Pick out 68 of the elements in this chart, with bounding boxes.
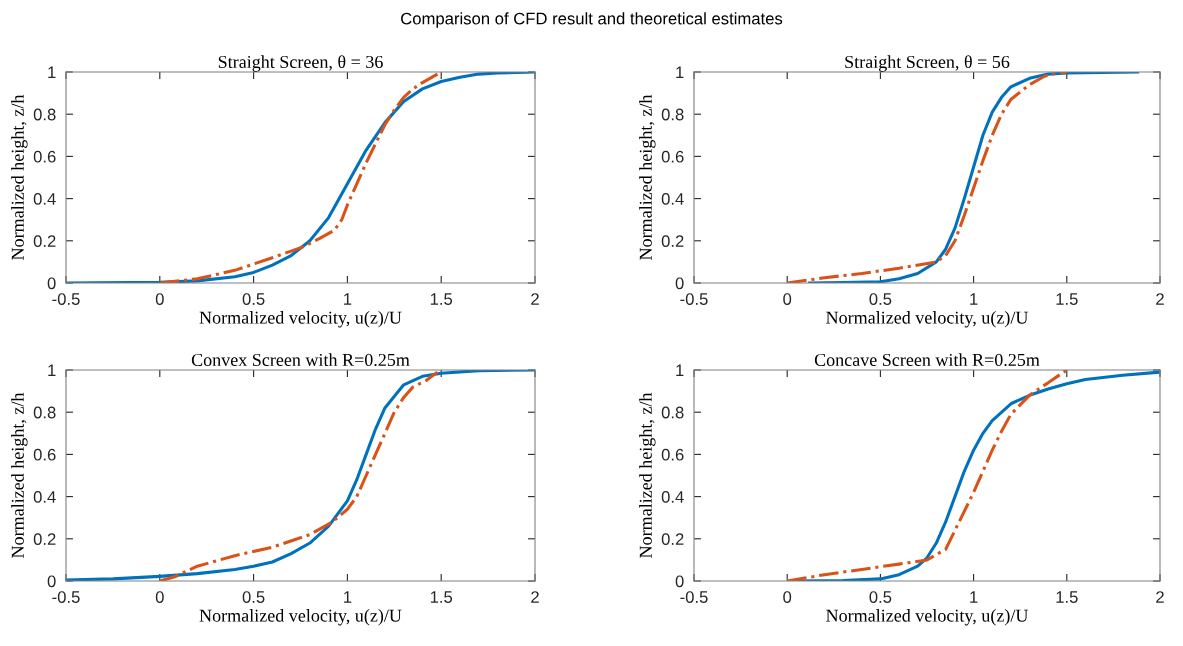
chart-title: Concave Screen with R=0.25m <box>814 353 1040 367</box>
x-tick-label: 1 <box>970 293 978 305</box>
y-axis-title: Normalized height, z/h <box>639 94 656 260</box>
line-series <box>158 370 439 581</box>
line-series <box>158 72 439 283</box>
y-tick-label: 0 <box>47 277 56 290</box>
y-tick-label: 0.4 <box>661 491 684 503</box>
y-tick-label: 0.4 <box>33 491 56 503</box>
y-tick-label: 1 <box>676 66 684 79</box>
x-tick-label: 2 <box>531 293 539 305</box>
x-tick-label: 1 <box>344 293 352 305</box>
text: Comparison of CFD result and theoretical estimates <box>401 12 783 28</box>
y-tick-label: 0.4 <box>661 193 684 205</box>
y-axis-title: Normalized height, z/h <box>11 392 28 558</box>
x-tick-label: -0.5 <box>680 591 708 603</box>
y-tick-label: 0.6 <box>33 448 56 461</box>
x-tick-label: 0 <box>783 293 792 305</box>
x-axis-title: Normalized velocity, u(z)/U <box>199 609 402 626</box>
x-tick-label: 0 <box>155 293 164 305</box>
y-tick-label: 0.8 <box>661 406 684 419</box>
y-tick-label: 0.2 <box>33 533 56 545</box>
x-tick-label: 2 <box>1156 591 1164 603</box>
line-series <box>785 370 1069 581</box>
y-tick-label: 0.6 <box>661 150 684 163</box>
y-tick-label: 0.4 <box>33 193 56 205</box>
chart-title: Straight Screen, θ = 36 <box>218 55 383 72</box>
y-tick-label: 0 <box>47 575 56 588</box>
x-tick-label: 0.5 <box>242 591 265 603</box>
y-tick-label: 0.8 <box>33 406 56 419</box>
y-tick-label: 1 <box>48 66 56 79</box>
y-tick-label: 0 <box>675 575 684 588</box>
chart-title: Straight Screen, θ = 56 <box>845 55 1010 72</box>
x-tick-label: 0 <box>155 591 164 603</box>
x-tick-label: 0.5 <box>869 293 892 305</box>
x-tick-label: 1.5 <box>1056 293 1078 305</box>
y-tick-label: 0 <box>675 277 684 290</box>
line-series <box>66 72 535 283</box>
x-tick-label: 2 <box>531 591 539 603</box>
x-tick-label: 2 <box>1156 293 1164 305</box>
y-tick-label: 0.2 <box>33 235 56 247</box>
chart-title: Convex Screen with R=0.25m <box>191 353 410 367</box>
y-tick-label: 1 <box>676 364 684 377</box>
y-tick-label: 0.6 <box>33 150 56 163</box>
line-series <box>785 72 1069 283</box>
x-tick-label: 0 <box>783 591 792 603</box>
y-tick-label: 1 <box>48 364 56 377</box>
y-axis-title: Normalized height, z/h <box>11 94 28 260</box>
y-tick-label: 0.6 <box>661 448 684 461</box>
line-series <box>808 72 1140 283</box>
x-axis-title: Normalized velocity, u(z)/U <box>826 311 1029 328</box>
x-tick-label: 0.5 <box>242 293 265 305</box>
x-tick-label: 1.5 <box>430 293 453 305</box>
y-tick-label: 0.2 <box>661 235 684 247</box>
x-tick-label: 1.5 <box>1056 591 1078 603</box>
x-tick-label: 0.5 <box>869 591 892 603</box>
x-tick-label: 1.5 <box>430 591 453 603</box>
x-tick-label: 1 <box>344 591 352 603</box>
x-tick-label: 1 <box>970 591 978 603</box>
y-tick-label: 0.2 <box>661 533 684 545</box>
x-tick-label: -0.5 <box>52 293 80 305</box>
x-axis-title: Normalized velocity, u(z)/U <box>199 311 402 328</box>
x-tick-label: -0.5 <box>680 293 708 305</box>
y-axis-title: Normalized height, z/h <box>639 392 656 558</box>
y-tick-label: 0.8 <box>661 108 684 121</box>
x-axis-title: Normalized velocity, u(z)/U <box>826 609 1029 626</box>
x-tick-label: -0.5 <box>52 591 80 603</box>
line-series <box>66 370 535 581</box>
y-tick-label: 0.8 <box>33 108 56 121</box>
